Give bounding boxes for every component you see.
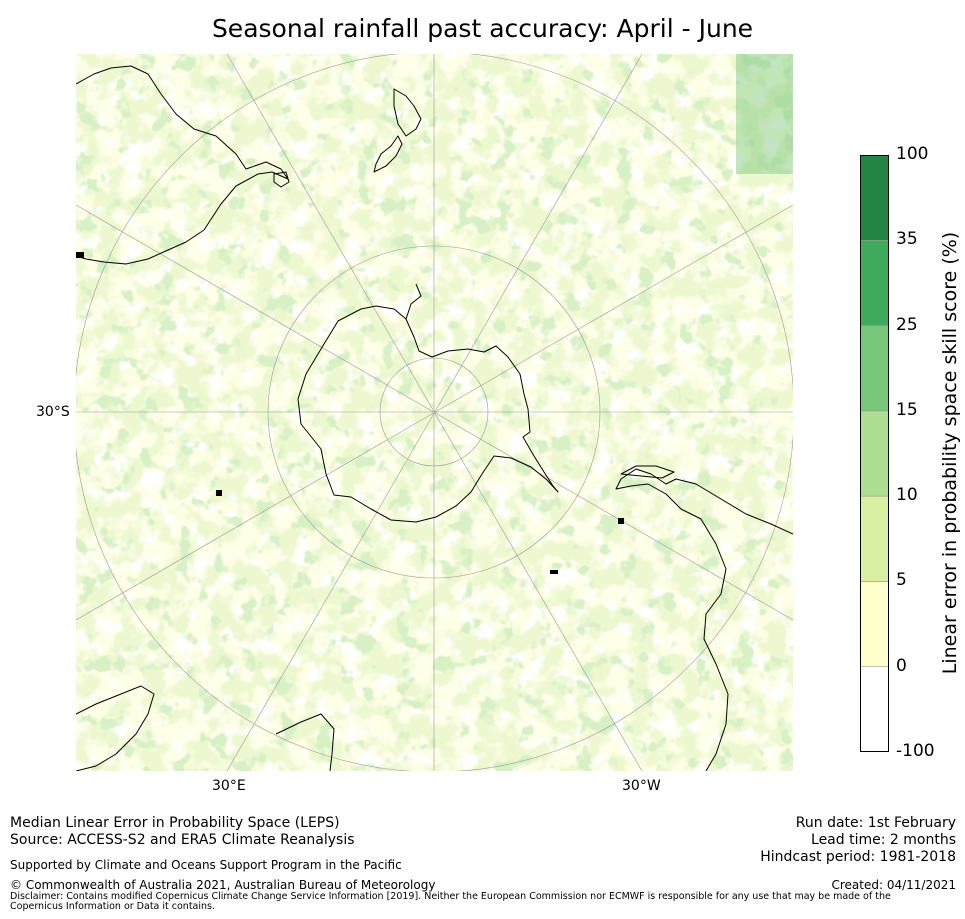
map-title: Seasonal rainfall past accuracy: April -…	[211, 14, 754, 43]
colorbar-tick-label: 35	[896, 229, 918, 250]
colorbar-title: Linear error in probability space skill …	[939, 231, 961, 675]
skill-patch-ne	[736, 54, 793, 174]
footer-disclaimer: Disclaimer: Contains modified Copernicus…	[10, 891, 891, 912]
coast-antarctica	[297, 305, 559, 523]
coast-madagascar	[275, 713, 335, 771]
island-kerguelen	[216, 490, 222, 496]
created-date: Created: 04/11/2021	[831, 878, 956, 892]
footer-support: Supported by Climate and Oceans Support …	[10, 858, 402, 872]
colorbar-tick-label: 15	[896, 399, 918, 420]
coast-africa	[76, 685, 155, 771]
colorbar-bin-2	[860, 495, 889, 582]
colorbar-tick-label: 5	[896, 570, 907, 591]
island-falklands	[618, 518, 624, 524]
colorbar-tick-label: 100	[896, 144, 929, 164]
colorbar-bin-6	[860, 155, 889, 241]
colorbar-bin-5	[860, 239, 889, 326]
colorbar-bin-4	[860, 325, 889, 412]
island-south-georgia	[550, 570, 558, 574]
coast-antarctic-peninsula	[405, 283, 422, 320]
longitude-label-30w: 30°W	[622, 778, 661, 794]
coastlines	[76, 65, 793, 771]
coast-tierra-del-fuego	[620, 465, 675, 479]
longitude-label-30e: 30°E	[212, 778, 246, 794]
graticule	[76, 54, 793, 771]
colorbar-bin-1	[860, 581, 889, 668]
colorbar-tick-label: 0	[896, 655, 907, 676]
colorbar-tick-label: 25	[896, 314, 918, 335]
run-date: Run date: 1st February	[795, 815, 956, 831]
island-west-edge	[76, 252, 84, 258]
lead-time: Lead time: 2 months	[811, 832, 956, 848]
colorbar-bin-0	[860, 666, 889, 752]
colorbar-border	[860, 155, 889, 752]
footer-right: Run date: 1st February Lead time: 2 mont…	[760, 815, 956, 866]
footer-left: Median Linear Error in Probability Space…	[10, 815, 355, 849]
coast-australia	[76, 65, 289, 265]
meridian-60e	[76, 204, 793, 621]
polar-map	[76, 54, 793, 771]
coast-tasmania	[273, 171, 290, 188]
coast-new-zealand-north	[393, 88, 422, 137]
footer-method: Median Linear Error in Probability Space…	[10, 815, 340, 831]
footer-copyright: © Commonwealth of Australia 2021, Austra…	[10, 878, 436, 892]
latitude-label-30s: 30°S	[36, 404, 70, 420]
coast-new-zealand-south	[373, 135, 403, 173]
coast-south-america	[615, 468, 793, 771]
hindcast-period: Hindcast period: 1981-2018	[760, 849, 956, 865]
colorbar	[860, 155, 889, 752]
colorbar-bin-3	[860, 410, 889, 497]
colorbar-tick-label: 10	[896, 485, 918, 506]
footer-source: Source: ACCESS-S2 and ERA5 Climate Reana…	[10, 832, 355, 848]
colorbar-tick-label: -100	[896, 741, 935, 761]
